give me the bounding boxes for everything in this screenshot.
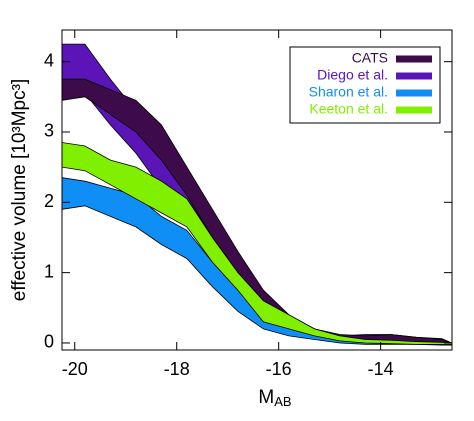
x-tick-label: -20 bbox=[62, 359, 88, 379]
x-label-main: M bbox=[258, 387, 274, 408]
legend-label: Sharon et al. bbox=[309, 84, 388, 100]
y-tick-label: 2 bbox=[44, 191, 54, 211]
x-tick-label: -14 bbox=[368, 359, 394, 379]
x-tick-label: -16 bbox=[266, 359, 292, 379]
legend-label: Diego et al. bbox=[317, 67, 388, 83]
y-tick-label: 3 bbox=[44, 121, 54, 141]
band bbox=[62, 177, 452, 346]
x-axis-label: MAB bbox=[258, 387, 291, 409]
band bbox=[62, 142, 452, 345]
plot-frame bbox=[61, 29, 453, 351]
x-label-sub: AB bbox=[274, 394, 291, 409]
legend-label: Keeton et al. bbox=[309, 101, 388, 117]
y-tick-label: 4 bbox=[44, 50, 54, 70]
y-axis-label: effective volume [10³Mpc³] bbox=[9, 79, 30, 301]
y-tick-label: 1 bbox=[44, 261, 54, 281]
x-tick-label: -18 bbox=[164, 359, 190, 379]
y-tick-label: 0 bbox=[44, 332, 54, 352]
legend-label: CATS bbox=[352, 50, 388, 66]
plot bbox=[62, 43, 452, 346]
